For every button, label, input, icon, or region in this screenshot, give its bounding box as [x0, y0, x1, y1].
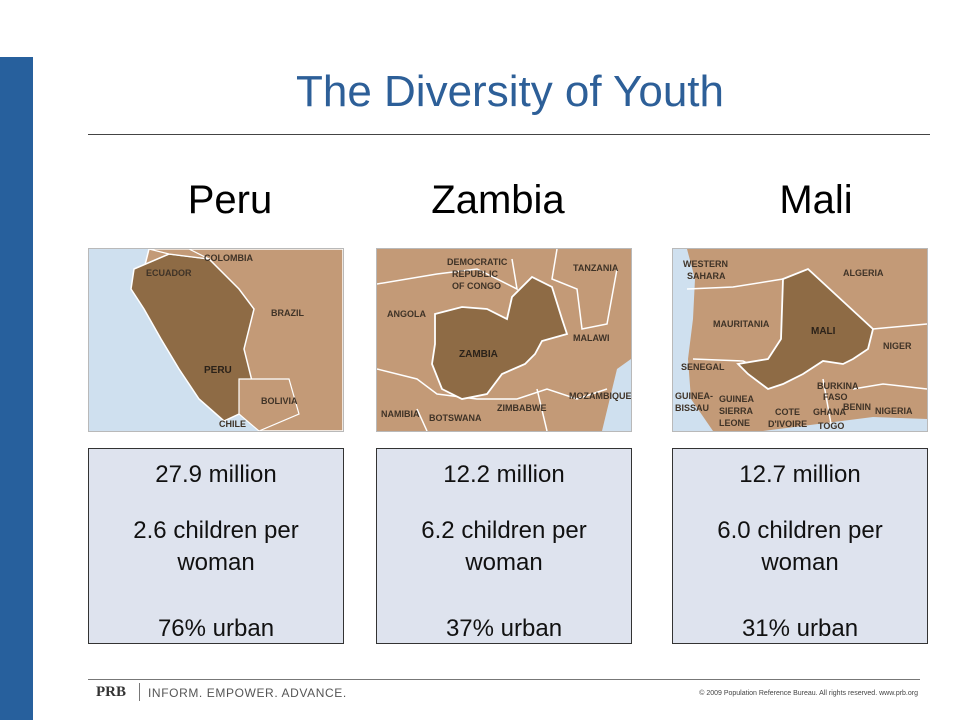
map-label: NAMIBIA: [381, 409, 420, 419]
border-line: [377, 258, 518, 291]
ocean-south: [763, 417, 927, 431]
map-label: ZIMBABWE: [497, 403, 547, 413]
fertility-value: 2.6 children per woman: [133, 517, 299, 576]
ocean: [602, 359, 631, 431]
fertility-value: 6.0 children per woman: [717, 517, 883, 576]
map-label: COLOMBIA: [204, 253, 253, 263]
footer-copyright: © 2009 Population Reference Bureau. All …: [699, 690, 918, 697]
land-north: [148, 249, 210, 260]
map-label: TOGO: [818, 421, 844, 431]
population-value: 27.9 million: [155, 461, 277, 488]
map-label: ZAMBIA: [459, 349, 498, 360]
map-label: MALI: [811, 326, 836, 337]
map-label: ALGERIA: [843, 268, 884, 278]
map-label: SENEGAL: [681, 362, 725, 372]
map-label: BOLIVIA: [261, 396, 298, 406]
map-label: REPUBLIC: [452, 269, 499, 279]
map-label: SAHARA: [687, 271, 726, 281]
map-label: SIERRA: [719, 406, 754, 416]
land-south: [238, 378, 300, 431]
map-label: CHILE: [219, 419, 246, 429]
map-label: PERU: [204, 365, 232, 376]
stats-box-zambia: 12.2 million 6.2 children per woman 37% …: [376, 448, 632, 644]
map-label: GHANA: [813, 407, 846, 417]
stats-box-mali: 12.7 million 6.0 children per woman 31% …: [672, 448, 928, 644]
zambia-highlight: [431, 275, 569, 400]
map-label: GUINEA: [719, 394, 755, 404]
map-label: MOZAMBIQUE: [569, 391, 631, 401]
country-name-zambia: Zambia: [431, 178, 565, 222]
urban-value: 76% urban: [157, 615, 275, 642]
map-label: D'IVOIRE: [768, 419, 807, 429]
map-label: MALAWI: [573, 333, 610, 343]
map-label: OF CONGO: [452, 281, 501, 291]
map-label: WESTERN: [683, 259, 728, 269]
map-mali: WESTERN SAHARA ALGERIA MAURITANIA MALI N…: [672, 248, 928, 432]
map-label: NIGERIA: [875, 406, 913, 416]
border-line: [551, 249, 618, 330]
mali-highlight: [736, 267, 875, 391]
map-label: ANGOLA: [387, 309, 426, 319]
title-divider: [88, 134, 930, 135]
map-label: ECUADOR: [146, 268, 192, 278]
fertility-value: 6.2 children per woman: [421, 517, 587, 576]
prb-logo: PRB: [96, 684, 126, 700]
border-line: [536, 388, 548, 431]
mali-map-graphic: WESTERN SAHARA ALGERIA MAURITANIA MALI N…: [673, 249, 927, 431]
map-label: GUINEA-: [675, 391, 713, 401]
border-line: [852, 383, 927, 390]
map-label: DEMOCRATIC: [447, 257, 508, 267]
map-label: BRAZIL: [271, 308, 304, 318]
map-zambia: DEMOCRATIC REPUBLIC OF CONGO TANZANIA AN…: [376, 248, 632, 432]
border-line: [822, 378, 832, 425]
country-name-peru: Peru: [187, 178, 273, 222]
country-name-mali: Mali: [779, 178, 853, 222]
accent-sidebar: [0, 57, 33, 720]
map-label: MAURITANIA: [713, 319, 770, 329]
footer-divider: [88, 679, 920, 680]
slide-title: The Diversity of Youth: [295, 67, 724, 116]
map-label: BISSAU: [675, 403, 709, 413]
border-line: [377, 368, 608, 400]
zambia-map-graphic: DEMOCRATIC REPUBLIC OF CONGO TANZANIA AN…: [377, 249, 631, 431]
map-label: TANZANIA: [573, 263, 619, 273]
map-label: BOTSWANA: [429, 413, 482, 423]
peru-map-graphic: COLOMBIA ECUADOR BRAZIL PERU BOLIVIA CHI…: [89, 249, 343, 431]
map-label: COTE: [775, 407, 800, 417]
urban-value: 31% urban: [741, 615, 859, 642]
border-line: [416, 408, 428, 431]
map-peru: COLOMBIA ECUADOR BRAZIL PERU BOLIVIA CHI…: [88, 248, 344, 432]
map-label: NIGER: [883, 341, 912, 351]
ocean-west: [673, 249, 713, 431]
population-value: 12.7 million: [739, 461, 861, 488]
population-value: 12.2 million: [443, 461, 565, 488]
map-label: BENIN: [843, 402, 871, 412]
map-label: FASO: [823, 392, 848, 402]
map-label: BURKINA: [817, 381, 859, 391]
footer-separator: [139, 683, 140, 701]
stats-box-peru: 27.9 million 2.6 children per woman 76% …: [88, 448, 344, 644]
map-label: LEONE: [719, 418, 750, 428]
border-line: [686, 278, 784, 290]
urban-value: 37% urban: [445, 615, 563, 642]
footer-tagline: INFORM. EMPOWER. ADVANCE.: [148, 686, 347, 700]
